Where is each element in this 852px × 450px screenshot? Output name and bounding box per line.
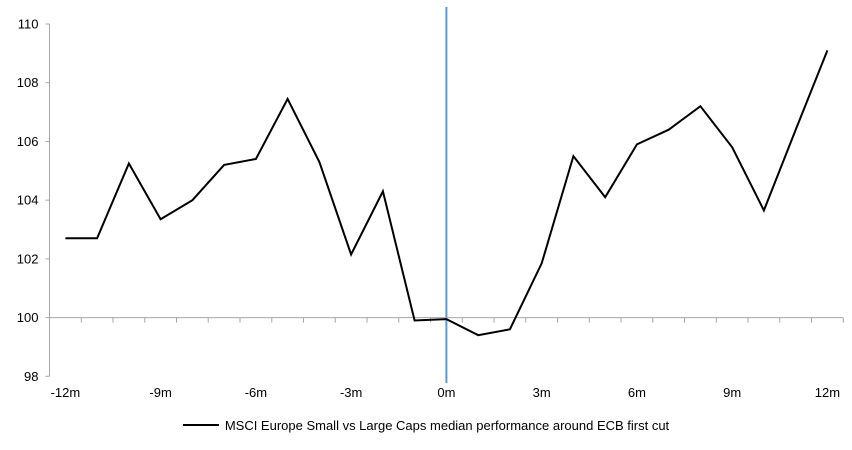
legend-label: MSCI Europe Small vs Large Caps median p… xyxy=(224,417,670,433)
x-tick-label: 0m xyxy=(437,385,455,400)
x-tick-label: 6m xyxy=(628,385,646,400)
y-tick-label: 98 xyxy=(24,369,38,384)
x-tick-label: 9m xyxy=(723,385,741,400)
x-tick-label: -9m xyxy=(149,385,171,400)
y-tick-label: 108 xyxy=(17,75,39,90)
y-tick-label: 110 xyxy=(18,17,39,32)
chart-canvas: 98 100 102 104 106 108 110 -12m -9m -6m -3m 0m 3m 6m 9… xyxy=(17,7,844,400)
y-tick-label: 100 xyxy=(17,310,39,325)
x-tick-label: -3m xyxy=(340,385,362,400)
legend: MSCI Europe Small vs Large Caps median p… xyxy=(0,414,852,436)
x-tick-label: 3m xyxy=(533,385,551,400)
x-tick-label: -6m xyxy=(245,385,267,400)
legend-line-swatch xyxy=(182,424,219,426)
y-tick-label: 106 xyxy=(17,134,39,149)
y-tick-label: 102 xyxy=(17,251,39,266)
series-line xyxy=(65,50,829,337)
x-tick-label: 12m xyxy=(815,385,840,400)
y-tick-label: 104 xyxy=(17,193,39,208)
x-tick-label: -12m xyxy=(51,385,81,400)
